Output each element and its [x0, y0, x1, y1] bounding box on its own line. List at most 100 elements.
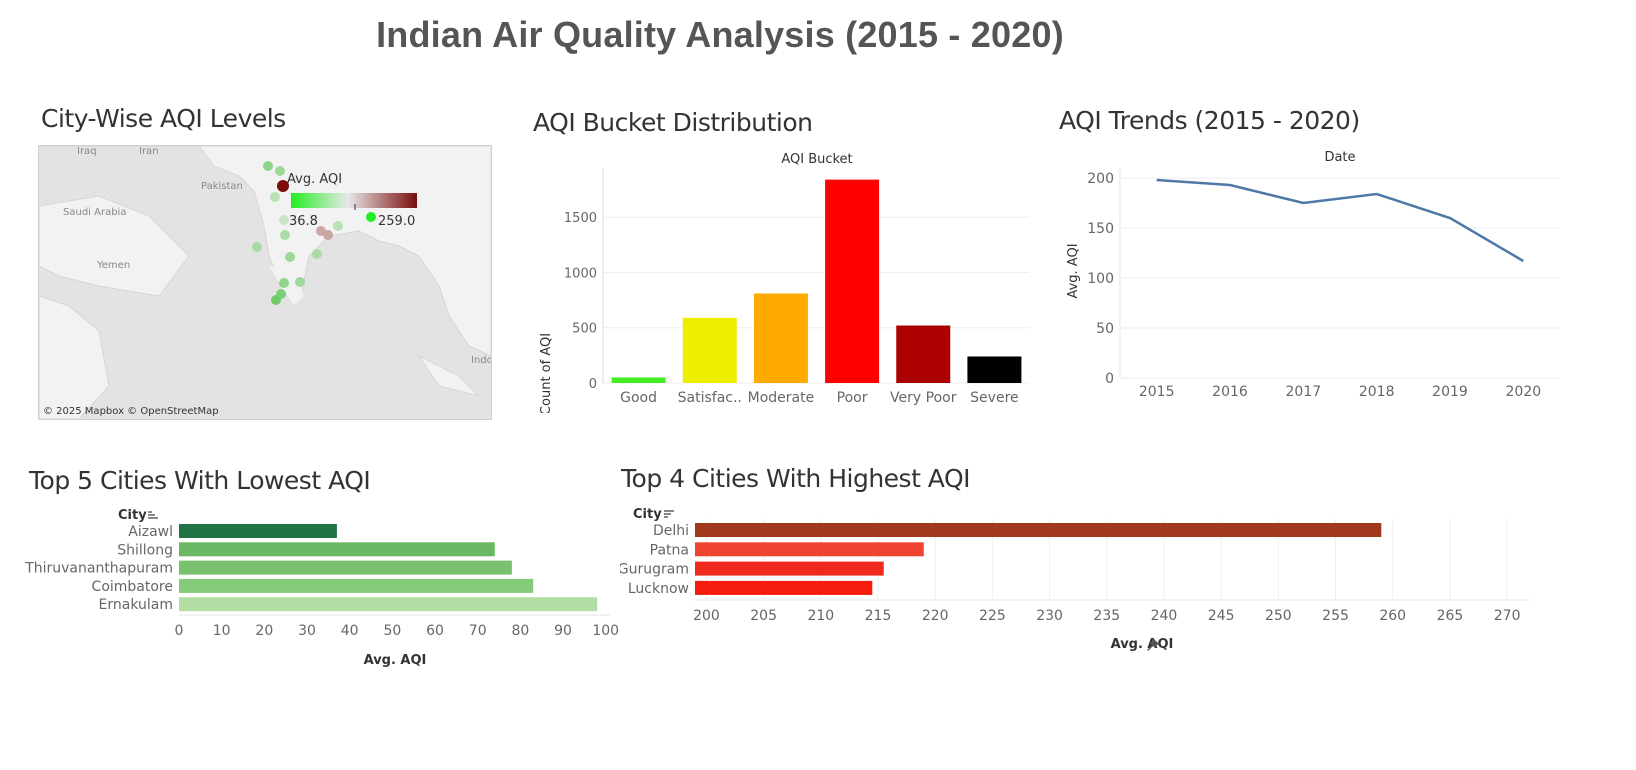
- map-canvas[interactable]: Iraq Iran Pakistan Saudi Arabia Yemen In…: [39, 146, 491, 419]
- highest-bars[interactable]: [695, 523, 1382, 595]
- x-tick-label: 205: [750, 608, 777, 624]
- y-tick-label: 0: [1105, 371, 1114, 387]
- y-tick-label: 50: [1096, 321, 1114, 337]
- highest-sheet-title: Top 4 Cities With Highest AQI: [621, 464, 971, 493]
- trend-sheet-title: AQI Trends (2015 - 2020): [1059, 106, 1360, 135]
- bar-thiruvananthapuram[interactable]: [179, 560, 512, 575]
- lowest-sheet-title: Top 5 Cities With Lowest AQI: [29, 466, 371, 495]
- city-marker[interactable]: [312, 249, 322, 259]
- city-marker[interactable]: [252, 242, 262, 252]
- bar-gurugram[interactable]: [695, 561, 884, 576]
- city-label: Thiruvananthapuram: [24, 561, 173, 577]
- bar-satisfac-[interactable]: [682, 317, 737, 383]
- x-tick-label: 2015: [1139, 384, 1175, 400]
- bar-shillong[interactable]: [179, 542, 495, 557]
- city-marker[interactable]: [270, 192, 280, 202]
- x-tick-label: 20: [255, 623, 273, 639]
- map-sheet-title: City-Wise AQI Levels: [41, 104, 286, 133]
- bucket-bars[interactable]: [611, 179, 1022, 383]
- bar-good[interactable]: [611, 377, 666, 383]
- bar-poor[interactable]: [825, 179, 880, 383]
- legend-min: 36.8: [289, 214, 318, 229]
- city-marker[interactable]: [271, 295, 281, 305]
- trend-line[interactable]: [1156, 178, 1524, 263]
- bar-moderate[interactable]: [753, 293, 808, 383]
- lowest-city-header[interactable]: City: [118, 508, 147, 523]
- map-place-labels: Iraq Iran Pakistan Saudi Arabia Yemen In…: [63, 146, 491, 366]
- city-markers[interactable]: [252, 161, 376, 305]
- x-tick-label: 50: [383, 623, 401, 639]
- y-tick-label: 0: [589, 377, 597, 392]
- city-label: Coimbatore: [92, 579, 173, 595]
- x-tick-label: 2017: [1286, 384, 1322, 400]
- x-tick-label: Severe: [970, 390, 1018, 406]
- city-label: Gurugram: [620, 562, 689, 578]
- lowest-bars[interactable]: [179, 524, 598, 612]
- bar-ernakulam[interactable]: [179, 597, 598, 612]
- pin-icon[interactable]: [1147, 638, 1159, 651]
- bar-severe[interactable]: [967, 356, 1022, 383]
- city-marker[interactable]: [279, 278, 289, 288]
- x-tick-label: 270: [1494, 608, 1521, 624]
- x-tick-label: 2018: [1359, 384, 1395, 400]
- x-tick-label: 200: [693, 608, 720, 624]
- bucket-sheet-title: AQI Bucket Distribution: [533, 108, 813, 137]
- bar-coimbatore[interactable]: [179, 578, 534, 593]
- dashboard-title: Indian Air Quality Analysis (2015 - 2020…: [376, 14, 1064, 55]
- x-tick-label: 40: [341, 623, 359, 639]
- bar-lucknow[interactable]: [695, 580, 873, 595]
- sort-descending-icon[interactable]: [664, 510, 674, 518]
- city-marker[interactable]: [333, 221, 343, 231]
- x-tick-label: 250: [1265, 608, 1292, 624]
- place-label: Yemen: [96, 260, 130, 271]
- place-label: Iran: [139, 146, 159, 157]
- x-tick-label: 100: [592, 623, 619, 639]
- bucket-chart-header: AQI Bucket: [781, 152, 852, 167]
- y-tick-label: 150: [1087, 221, 1114, 237]
- city-marker[interactable]: [277, 180, 289, 192]
- city-marker[interactable]: [275, 166, 285, 176]
- lowest-x-axis-title: Avg. AQI: [364, 653, 427, 668]
- x-tick-label: 2019: [1432, 384, 1468, 400]
- y-tick-label: 200: [1087, 171, 1114, 187]
- x-tick-label: 240: [1151, 608, 1178, 624]
- city-marker[interactable]: [279, 215, 289, 225]
- highest-city-header[interactable]: City: [633, 507, 662, 522]
- city-marker[interactable]: [323, 230, 333, 240]
- x-tick-label: Good: [620, 390, 657, 406]
- trend-gridlines: [1119, 168, 1560, 379]
- highest-x-axis-title: Avg. AQI: [1111, 637, 1174, 652]
- bar-patna[interactable]: [695, 542, 924, 557]
- bar-very-poor[interactable]: [896, 325, 951, 383]
- x-tick-label: Poor: [837, 390, 868, 406]
- sort-icon[interactable]: [148, 511, 158, 519]
- city-aqi-map[interactable]: Iraq Iran Pakistan Saudi Arabia Yemen In…: [38, 145, 492, 420]
- lowest-x-ticks: 0 10 20 30 40 50 60 70 80 90 100: [175, 623, 620, 639]
- bucket-y-axis-title: Count of AQI: [539, 333, 554, 413]
- map-attribution[interactable]: © 2025 Mapbox © OpenStreetMap: [43, 406, 219, 417]
- city-marker[interactable]: [285, 252, 295, 262]
- bar-aizawl[interactable]: [179, 524, 337, 538]
- city-marker[interactable]: [280, 230, 290, 240]
- bucket-y-ticks: 0 500 1000 1500: [564, 211, 597, 392]
- trend-series[interactable]: [1155, 178, 1526, 263]
- bar-delhi[interactable]: [695, 523, 1382, 537]
- y-tick-label: 1000: [564, 266, 597, 281]
- x-tick-label: 0: [175, 623, 184, 639]
- city-label: Delhi: [653, 523, 689, 539]
- city-marker[interactable]: [366, 212, 376, 222]
- trend-chart-header: Date: [1324, 150, 1355, 165]
- legend-title: Avg. AQI: [287, 172, 342, 187]
- highest-city-labels: Delhi Patna Gurugram Lucknow: [620, 523, 689, 597]
- x-tick-label: 210: [807, 608, 834, 624]
- x-tick-label: 70: [469, 623, 487, 639]
- city-marker[interactable]: [295, 277, 305, 287]
- x-tick-label: 60: [426, 623, 444, 639]
- city-marker[interactable]: [263, 161, 273, 171]
- y-tick-label: 100: [1087, 271, 1114, 287]
- bucket-x-labels: Good Satisfac.. Moderate Poor Very Poor Sever…: [620, 390, 1019, 406]
- x-tick-label: 245: [1208, 608, 1235, 624]
- place-label: Saudi Arabia: [63, 207, 126, 218]
- x-tick-label: 2016: [1212, 384, 1248, 400]
